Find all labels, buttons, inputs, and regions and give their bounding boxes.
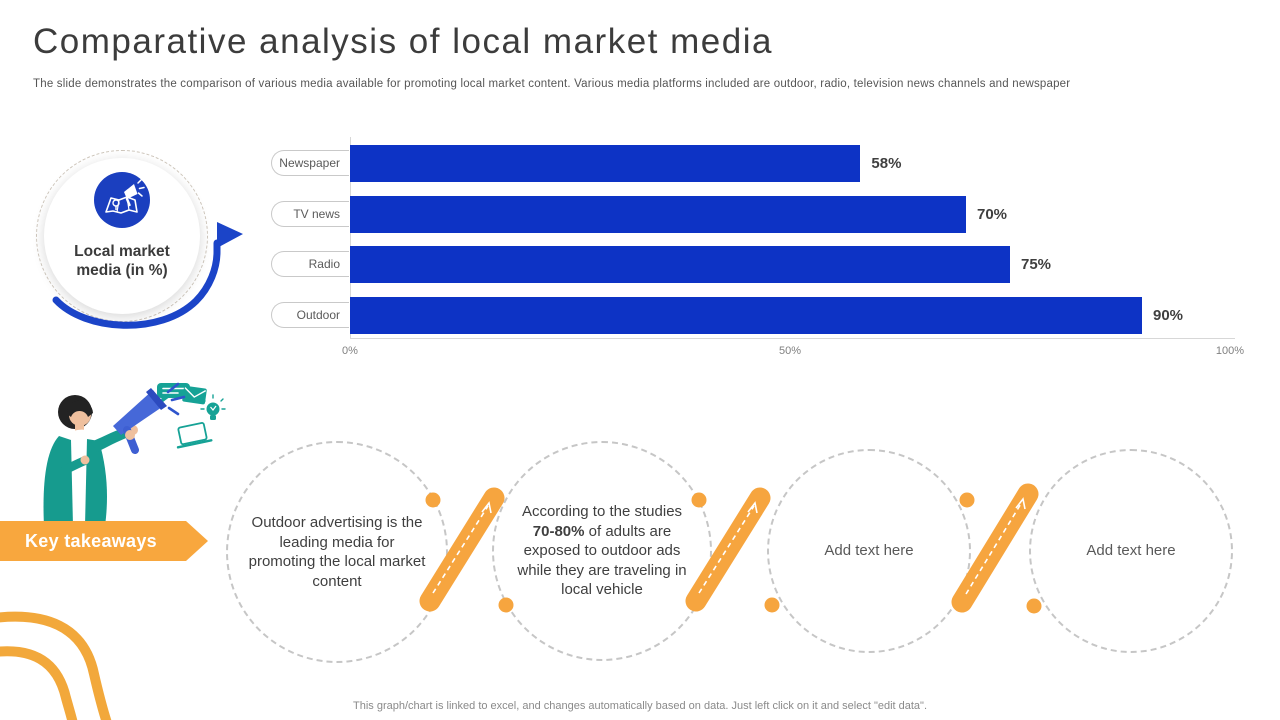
bar-row: TV news 70% [271,196,1230,233]
x-tick: 0% [342,345,358,357]
chart-title-line1: Local market [74,243,170,260]
takeaway-text-2: According to the studies 70-80% of adult… [513,502,690,600]
key-takeaways-banner: Key takeaways [0,521,208,561]
megaphone-icon [113,382,186,454]
category-label: Outdoor [296,308,340,322]
category-label: Radio [308,257,340,271]
bar-row: Radio 75% [271,246,1230,283]
category-pill: Outdoor [271,302,349,328]
category-pill: Radio [271,251,349,277]
takeaway-circle-4: Add text here [1029,449,1233,653]
text-placeholder[interactable]: Add text here [824,542,914,560]
bar-chart[interactable]: Newspaper 58% TV news 70% Radio 75% Outd… [0,0,1280,380]
footer-note: This graph/chart is linked to excel, and… [352,700,928,712]
takeaway-circle-3: Add text here [767,449,971,653]
bar[interactable] [350,297,1142,334]
bar-row: Outdoor 90% [271,297,1230,334]
lightbulb-icon [200,394,226,420]
takeaway-text-2-before: According to the studies [521,503,683,521]
bar-value-label: 90% [1153,307,1184,324]
woman-figure [43,395,138,526]
category-label: Newspaper [279,156,340,170]
x-tick: 50% [778,345,802,357]
y-axis-line [350,137,351,339]
presenter-illustration [43,382,226,526]
chart-title-line2: media (in %) [76,262,168,279]
takeaway-circle-2: According to the studies 70-80% of adult… [492,441,712,661]
page-title: Comparative analysis of local market med… [33,22,773,61]
takeaway-text-2-after: of adults are exposed to outdoor ads whi… [517,522,687,599]
category-pill: TV news [271,201,349,227]
takeaway-text-1: Outdoor advertising is the leading media… [248,514,426,590]
category-pill: Newspaper [271,150,349,176]
bar-value-label: 70% [977,206,1008,223]
takeaway-text-2-bold: 70-80% [532,522,585,540]
bar[interactable] [350,145,861,182]
x-tick: 100% [1215,345,1245,357]
category-label: TV news [293,207,340,221]
takeaway-circle-1: Outdoor advertising is the leading media… [226,441,448,663]
megaphone-map-icon [94,172,150,228]
envelope-icon [182,385,207,405]
bar-value-label: 58% [871,155,902,172]
key-takeaways-label: Key takeaways [25,530,157,551]
bar[interactable] [350,246,1010,283]
bar-chart-plot: Newspaper 58% TV news 70% Radio 75% Outd… [271,140,1230,339]
bar[interactable] [350,196,966,233]
x-axis: 0% 50% 100% [342,345,1244,361]
bar-row: Newspaper 58% [271,145,1230,182]
x-axis-line [350,338,1235,339]
laptop-icon [176,422,213,449]
text-placeholder[interactable]: Add text here [1086,542,1176,560]
bar-value-label: 75% [1021,256,1052,273]
page-subtitle: The slide demonstrates the comparison of… [33,78,1071,90]
chart-title-label: Local market media (in %) [50,242,194,280]
